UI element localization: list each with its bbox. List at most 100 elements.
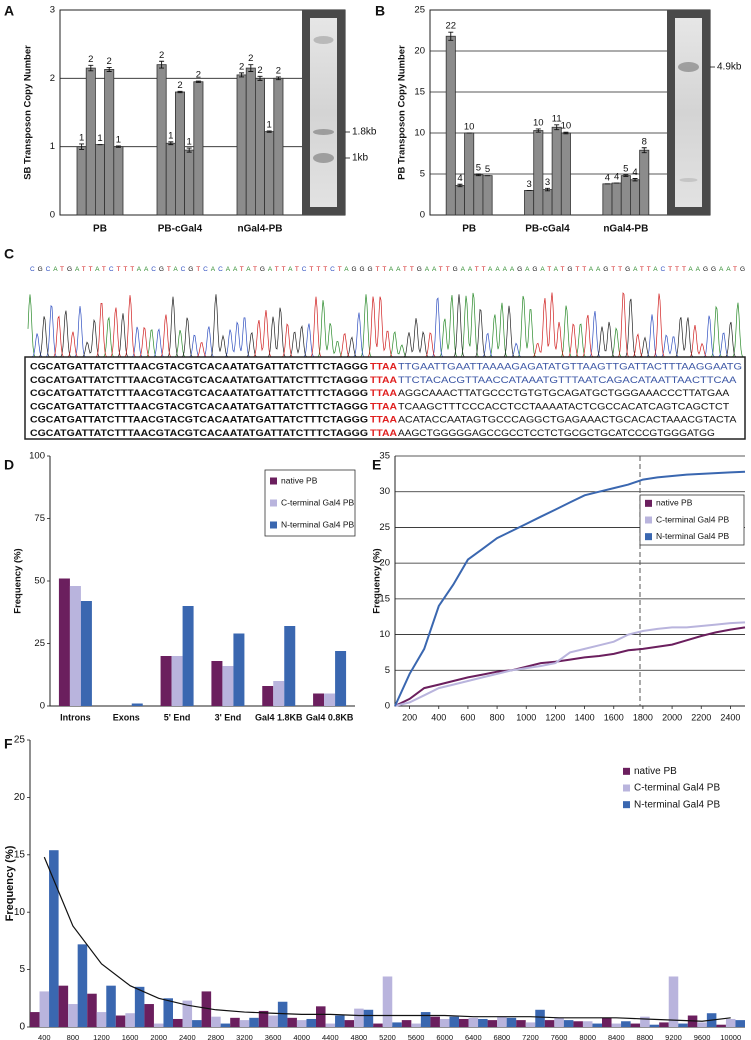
x-tick-label: 1600	[122, 1033, 139, 1040]
y-tick-label: 0	[19, 1022, 25, 1033]
base: A	[425, 266, 430, 273]
bar	[125, 1013, 135, 1027]
bar	[482, 175, 493, 216]
base: T	[410, 266, 414, 273]
bar	[573, 1021, 583, 1027]
value-label: 2	[159, 50, 164, 61]
y-tick-label: 15	[379, 593, 390, 604]
bar	[602, 183, 613, 216]
base: T	[475, 266, 479, 273]
value-label: 4	[605, 172, 610, 183]
x-tick-label: 7600	[551, 1033, 568, 1040]
base: T	[647, 266, 651, 273]
base: T	[618, 266, 622, 273]
value-label: 3	[526, 179, 531, 190]
series-line	[394, 626, 746, 707]
bar	[184, 149, 195, 216]
y-tick-label: 25	[414, 5, 425, 16]
bar	[106, 985, 116, 1027]
bar	[113, 146, 124, 216]
bar	[445, 35, 456, 216]
target-site: TTAA	[370, 388, 397, 399]
error-bar	[545, 187, 550, 192]
x-tick-label: 5600	[408, 1033, 425, 1040]
base: A	[596, 266, 601, 273]
bar	[222, 666, 234, 706]
insert-sequence: TTCTACACGTTAACCATAAATGTTTAATCAGACATAATTA…	[398, 375, 737, 386]
bar	[287, 1017, 297, 1027]
bar	[173, 1018, 183, 1027]
base: T	[309, 266, 313, 273]
y-axis-title: SB Transposon Copy Number	[23, 45, 34, 180]
base: G	[625, 266, 630, 273]
legend-swatch	[645, 533, 652, 541]
base: G	[711, 266, 716, 273]
base: A	[389, 266, 394, 273]
base: G	[67, 266, 72, 273]
value-label: 1	[168, 130, 173, 141]
base: T	[582, 266, 586, 273]
value-label: 2	[248, 53, 253, 64]
bar	[468, 1017, 479, 1027]
x-tick-label: 8000	[579, 1033, 596, 1040]
value-label: 2	[107, 56, 112, 67]
panel-letter: E	[372, 457, 381, 473]
base: A	[468, 266, 473, 273]
y-axis-title: Frequency (%)	[4, 845, 16, 921]
bar	[506, 1017, 517, 1027]
error-bar	[239, 72, 245, 78]
bar	[324, 693, 336, 706]
legend-swatch	[270, 477, 277, 485]
x-tick-label: 800	[67, 1033, 80, 1040]
bar	[725, 1018, 736, 1027]
error-bar	[186, 147, 192, 153]
x-tick-label: 2800	[208, 1033, 225, 1040]
legend-label: native PB	[634, 766, 677, 777]
bar	[382, 976, 393, 1027]
base: A	[226, 266, 231, 273]
legend-swatch	[623, 801, 630, 809]
bar	[254, 77, 265, 216]
insert-sequence: ACATACCAATAGTGCCCAGGCTGAGAAACTGCACACTAAA…	[398, 415, 737, 426]
bar	[497, 1016, 507, 1027]
bar	[401, 1020, 412, 1027]
bar	[563, 1020, 574, 1027]
bar	[487, 1020, 498, 1027]
gel-lane	[675, 18, 702, 207]
bar	[220, 1023, 231, 1027]
base: A	[589, 266, 594, 273]
bar	[354, 1008, 364, 1027]
base: T	[446, 266, 450, 273]
y-tick-label: 30	[379, 486, 390, 497]
base: T	[547, 266, 551, 273]
x-tick-label: 10000	[720, 1033, 741, 1040]
bar	[325, 1023, 336, 1027]
base: G	[517, 266, 522, 273]
gel-band	[313, 36, 334, 44]
bar	[134, 986, 145, 1027]
x-tick-label: Exons	[113, 712, 140, 722]
base: C	[109, 266, 114, 273]
x-tick-label: 6800	[494, 1033, 511, 1040]
y-tick-label: 20	[379, 558, 390, 569]
x-tick-label: 1600	[604, 712, 624, 722]
bar	[85, 67, 96, 216]
x-tick-label: 9200	[665, 1033, 682, 1040]
x-tick-label: 5200	[379, 1033, 396, 1040]
bar	[264, 131, 275, 216]
base: T	[102, 266, 106, 273]
y-tick-label: 15	[14, 849, 26, 860]
bar	[611, 1023, 622, 1027]
value-label: 10	[561, 121, 572, 132]
bar	[344, 1020, 355, 1027]
y-tick-label: 25	[34, 638, 45, 649]
base: A	[344, 266, 349, 273]
gel-label: 4.9kb	[717, 62, 742, 73]
bar	[211, 1016, 221, 1027]
y-tick-label: 10	[414, 128, 425, 139]
x-tick-label: Introns	[60, 712, 91, 722]
bar	[611, 182, 622, 216]
base: A	[525, 266, 530, 273]
flank-sequence: CGCATGATTATCTTTAACGTACGTCACAATATGATTATCT…	[30, 401, 368, 412]
legend-label: C-terminal Gal4 PB	[656, 514, 730, 524]
